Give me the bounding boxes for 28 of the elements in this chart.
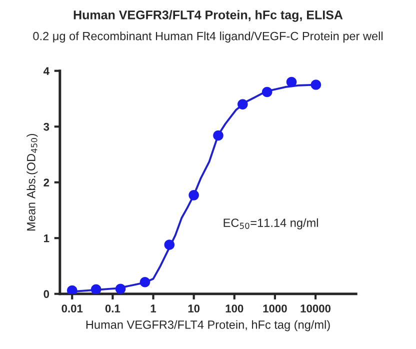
annotation: EC$_{50}$=11.14 ng/ml	[224, 218, 318, 230]
point	[286, 76, 297, 88]
point	[238, 99, 248, 110]
x-axis-title: Human VEGFR3/FLT4 Protein, hFc tag (ng/ml)	[86, 320, 330, 332]
y-tick-label: 1	[44, 234, 50, 242]
x-tick-label: 1000	[263, 304, 287, 312]
point	[164, 240, 175, 250]
x-tick-label: 10	[188, 304, 200, 312]
chart-subtitle: 0.2 μg of Recombinant Human Flt4 ligand/VEGF-C Protein per well	[33, 32, 383, 43]
point	[188, 190, 199, 200]
y-tick-label: 3	[44, 122, 50, 131]
x-tick-label: 100	[226, 304, 244, 312]
x-tick-label: 0.01	[62, 304, 83, 312]
point	[262, 86, 272, 98]
point	[310, 80, 322, 90]
point	[66, 285, 78, 294]
point	[115, 284, 126, 294]
point	[90, 284, 102, 294]
point	[140, 277, 150, 288]
x-tick-label: 10000	[300, 304, 331, 312]
chart-title: Human VEGFR3/FLT4 Protein, hFc tag, ELISA	[74, 10, 343, 22]
y-tick-label: 2	[44, 178, 50, 186]
y-tick-label: 4	[43, 67, 50, 75]
y-axis-title: Mean Abs.(OD$_{450}$)	[26, 134, 38, 230]
x-tick-label: 0.1	[105, 304, 120, 312]
x-tick-label: 1	[150, 304, 156, 312]
point	[213, 130, 224, 141]
y-tick-label: 0	[44, 290, 50, 298]
